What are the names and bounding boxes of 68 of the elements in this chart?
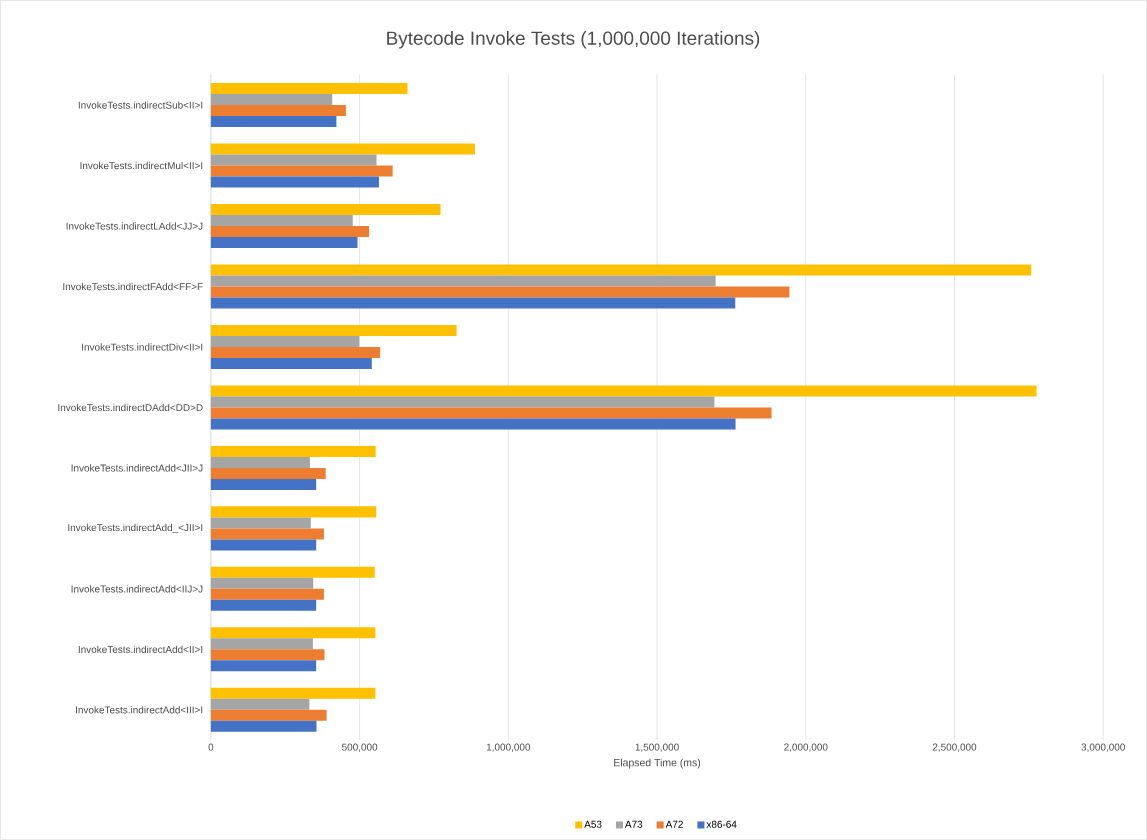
- x-tick-label: 2,000,000: [784, 743, 828, 752]
- bar: [210, 358, 372, 370]
- bar: [210, 456, 310, 468]
- bar: [210, 638, 313, 650]
- bar: [210, 687, 376, 699]
- bar: [210, 506, 377, 518]
- bar: [210, 720, 317, 732]
- legend-label: A72: [665, 820, 683, 828]
- y-tick-label: InvokeTests.indirectDAdd<DD>D: [58, 403, 203, 412]
- y-tick-label: InvokeTests.indirectAdd<JII>J: [71, 464, 203, 472]
- bar: [210, 566, 375, 578]
- bar: [210, 709, 327, 721]
- bar: [210, 660, 317, 672]
- bar: [210, 176, 379, 188]
- bar: [210, 478, 317, 490]
- bar: [210, 226, 370, 238]
- x-tick-label: 0: [208, 743, 214, 751]
- bar: [210, 539, 317, 551]
- legend-label: A73: [624, 820, 643, 828]
- y-tick-label: InvokeTests.indirectAdd_<JII>I: [68, 523, 203, 534]
- bar: [210, 154, 377, 166]
- bar: [210, 467, 326, 479]
- bar: [210, 418, 736, 430]
- bar: [210, 105, 346, 117]
- bar: [210, 517, 311, 529]
- bar: [210, 204, 441, 216]
- bar: [210, 325, 457, 337]
- bar: [210, 215, 353, 227]
- y-tick-label: InvokeTests.indirectLAdd<JJ>J: [66, 222, 203, 230]
- bar: [210, 297, 736, 309]
- bar: [210, 445, 376, 457]
- x-tick-label: 500,000: [342, 743, 378, 752]
- bar: [210, 116, 337, 128]
- x-tick-label: 1,000,000: [486, 743, 531, 752]
- bar: [210, 336, 360, 348]
- y-tick-label: InvokeTests.indirectAdd<II>I: [78, 645, 203, 654]
- bar: [210, 165, 393, 177]
- bar: [210, 286, 790, 298]
- bar: [210, 528, 324, 540]
- y-tick-label: InvokeTests.indirectDiv<II>I: [82, 343, 203, 351]
- y-tick-label: InvokeTests.indirectFAdd<FF>F: [63, 282, 203, 291]
- bar: [210, 264, 1032, 276]
- bar: [210, 83, 408, 95]
- y-tick-label: InvokeTests.indirectSub<II>I: [78, 101, 203, 109]
- y-tick-label: InvokeTests.indirectAdd<IIJ>J: [71, 585, 203, 593]
- y-tick-label: InvokeTests.indirectMul<II>I: [80, 161, 203, 170]
- bar: [210, 577, 314, 589]
- bar: [210, 396, 715, 408]
- x-tick-label: 3,000,000: [1081, 743, 1125, 752]
- bar: [210, 599, 317, 611]
- bar: [210, 698, 310, 710]
- y-tick-label: InvokeTests.indirectAdd<III>I: [76, 706, 203, 714]
- x-tick-label: 2,500,000: [932, 743, 977, 752]
- x-tick-label: 1,500,000: [635, 743, 679, 752]
- legend-label: x86-64: [706, 820, 737, 828]
- bar: [210, 347, 381, 359]
- bar: [210, 649, 325, 661]
- bar: [210, 627, 376, 639]
- bar: [210, 143, 476, 155]
- chart-title: Bytecode Invoke Tests (1,000,000 Iterations): [387, 31, 760, 49]
- bar: [210, 94, 333, 106]
- x-axis-title: Elapsed Time (ms): [614, 758, 701, 769]
- bar: [210, 275, 716, 287]
- legend-label: A53: [584, 820, 602, 828]
- bar: [210, 237, 358, 249]
- bar: [210, 588, 324, 600]
- bar: [210, 385, 1037, 397]
- bar: [210, 407, 772, 419]
